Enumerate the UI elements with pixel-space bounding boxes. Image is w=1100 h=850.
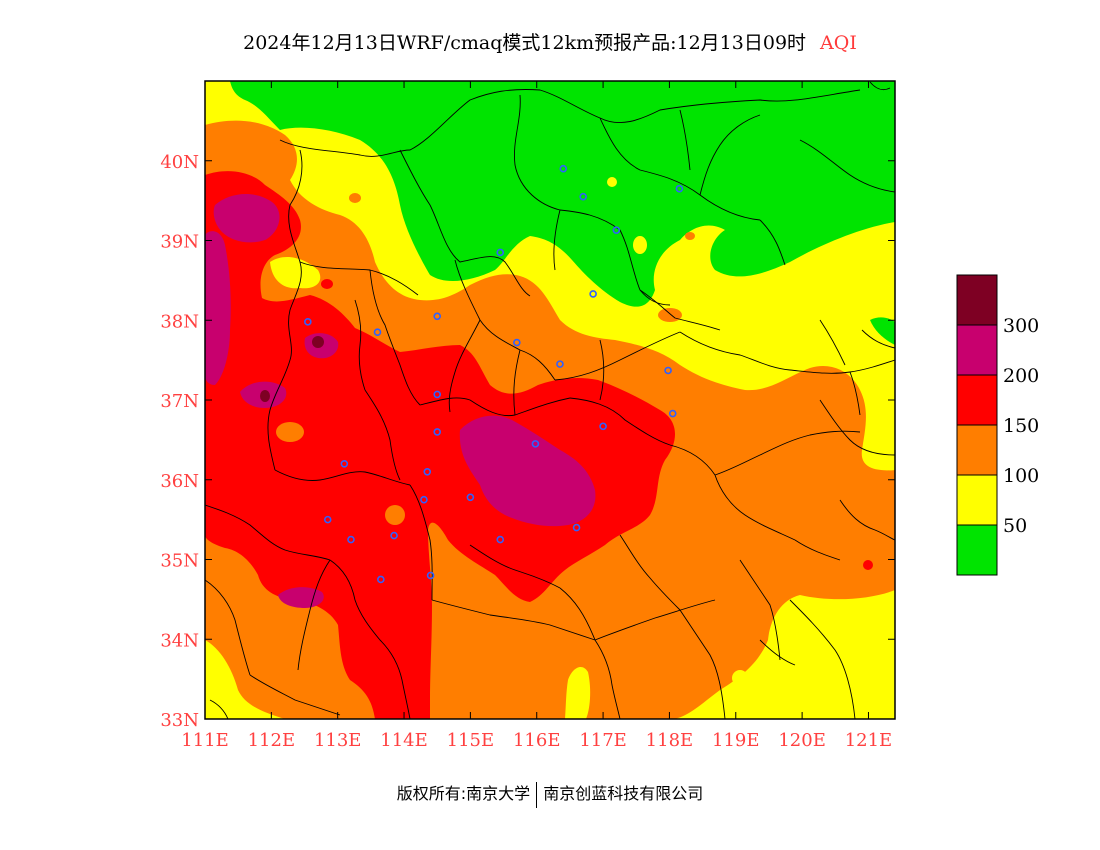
station-marker: [323, 515, 332, 524]
admin-boundaries: [205, 81, 895, 719]
x-tick-label: 120E: [778, 730, 826, 751]
y-tick-label: 38N: [160, 311, 199, 332]
y-tick-label: 37N: [160, 391, 199, 412]
station-marker: [556, 360, 564, 368]
station-marker: [559, 164, 568, 173]
aqi-band-very-unhealthy-c: [459, 415, 596, 527]
station-marker: [579, 192, 587, 201]
station-marker: [496, 248, 505, 257]
station-marker: [420, 495, 428, 504]
x-tick-label: 121E: [845, 730, 893, 751]
y-tick-label: 35N: [160, 551, 199, 572]
station-marker: [496, 535, 505, 544]
aqi-spot-moderate-2: [633, 236, 647, 254]
aqi-band-hazardous-2: [260, 390, 270, 402]
aqi-band-moderate-s: [565, 666, 591, 719]
x-tick-label: 112E: [248, 730, 296, 751]
aqi-band-good: [230, 81, 895, 307]
aqi-band-very-unhealthy-w: [205, 231, 231, 385]
station-marker: [340, 459, 349, 468]
x-tick-label: 114E: [380, 730, 428, 751]
footer: 版权所有:南京大学 南京创蓝科技有限公司: [0, 780, 1100, 808]
x-tick-label: 118E: [646, 730, 694, 751]
aqi-field: [205, 81, 895, 719]
x-axis-labels: 111E 112E 113E 114E 115E 116E 117E 118E 119E 120E…: [181, 730, 892, 751]
legend-swatch: [956, 324, 998, 376]
legend-swatch: [956, 474, 998, 526]
station-marker: [599, 422, 607, 431]
legend-swatch: [956, 274, 998, 326]
y-tick-label: 36N: [160, 471, 199, 492]
legend-label: 300: [1003, 315, 1039, 337]
aqi-spot-sensitive-3: [658, 308, 682, 322]
station-marker: [304, 318, 312, 326]
station-marker: [668, 409, 677, 418]
station-marker: [513, 338, 521, 347]
legend-label: 100: [1003, 465, 1039, 487]
station-marker: [433, 428, 442, 436]
aqi-band-good-small: [870, 317, 895, 345]
title-text: 2024年12月13日WRF/cmaq模式12km预报产品:12月13日09时: [243, 32, 807, 54]
company-text: 南京创蓝科技有限公司: [543, 784, 704, 803]
aqi-spot-moderate-3: [732, 670, 748, 686]
product-label: AQI: [820, 32, 857, 54]
y-tick-label: 34N: [160, 630, 199, 651]
station-marker: [347, 535, 355, 544]
station-marker: [433, 312, 442, 321]
legend-swatch: [956, 424, 998, 476]
station-marker: [572, 523, 581, 532]
x-tick-label: 111E: [181, 730, 229, 751]
legend-label: 150: [1003, 415, 1039, 437]
map-title: 2024年12月13日WRF/cmaq模式12km预报产品:12月13日09时 A…: [0, 28, 1100, 55]
station-marker: [466, 493, 475, 502]
copyright-text: 版权所有:南京大学: [396, 784, 531, 803]
aqi-spot-sensitive-4: [276, 422, 304, 442]
aqi-spot-sensitive-5: [385, 505, 405, 525]
station-marker: [423, 467, 432, 476]
x-tick-label: 113E: [314, 730, 362, 751]
station-marker: [531, 440, 540, 448]
aqi-legend: 50 100 150 200 300: [956, 274, 1039, 576]
y-axis-labels: 33N 34N 35N 36N 37N 38N 39N 40N: [160, 152, 199, 731]
aqi-spot-moderate-1: [607, 177, 617, 187]
x-tick-label: 115E: [447, 730, 495, 751]
aqi-spot-unhealthy-1: [321, 279, 333, 289]
legend-swatch: [956, 374, 998, 426]
station-marker: [664, 366, 672, 375]
station-marker: [377, 575, 385, 584]
x-tick-label: 116E: [513, 730, 561, 751]
station-marker: [675, 184, 684, 193]
y-tick-label: 33N: [160, 710, 199, 731]
aqi-band-hazardous-1: [312, 336, 324, 348]
aqi-band-unhealthy: [205, 171, 676, 719]
station-marker: [612, 226, 621, 234]
station-marker: [589, 290, 597, 298]
legend-swatch: [956, 524, 998, 576]
legend-label: 50: [1003, 515, 1027, 537]
footer-separator: [536, 781, 538, 808]
station-marker: [373, 328, 382, 337]
axis-ticks: [204, 81, 895, 720]
x-tick-label: 117E: [579, 730, 627, 751]
station-marker: [426, 571, 435, 580]
legend-label: 200: [1003, 365, 1039, 387]
station-marker: [433, 390, 442, 399]
y-tick-label: 40N: [160, 152, 199, 173]
aqi-band-moderate-sw: [205, 640, 285, 719]
station-marker: [390, 531, 398, 540]
x-tick-label: 119E: [712, 730, 760, 751]
station-markers: [304, 164, 684, 584]
y-tick-label: 39N: [160, 232, 199, 253]
aqi-spot-sensitive-1: [349, 193, 361, 203]
aqi-band-very-unhealthy-nw: [213, 194, 280, 243]
aqi-spot-unhealthy-2: [863, 560, 873, 570]
aqi-spot-sensitive-2: [685, 232, 695, 240]
